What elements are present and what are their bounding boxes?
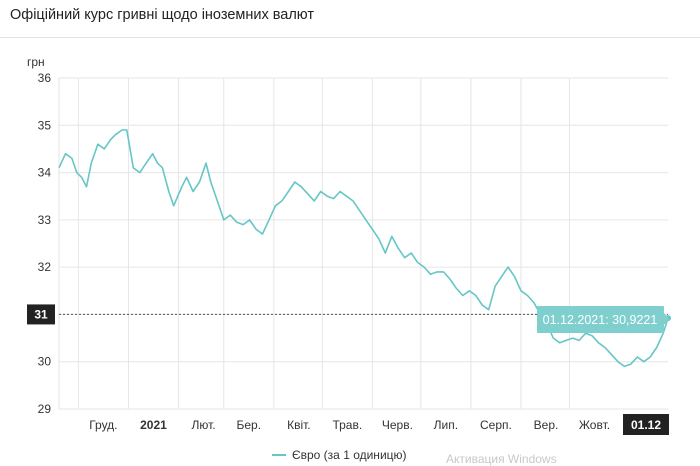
crosshair-y-label: 31 <box>34 307 48 321</box>
x-tick-label: Квіт. <box>287 418 311 432</box>
x-tick-label: Жовт. <box>579 418 610 432</box>
tooltip-pointer <box>664 313 669 325</box>
x-tick-label: Серп. <box>480 418 512 432</box>
crosshair: 31 01.12 01.12.2021: 30,9221 <box>27 304 671 435</box>
y-axis-label: грн <box>27 55 45 69</box>
crosshair-x-label-box <box>623 414 669 435</box>
x-tick-label: Лют. <box>191 418 215 432</box>
legend[interactable]: Євро (за 1 одиницю) <box>272 448 407 462</box>
y-tick-label: 32 <box>38 260 52 274</box>
x-tick-label: 2021 <box>140 418 167 432</box>
chart-title: Офіційний курс гривні щодо іноземних вал… <box>10 7 315 23</box>
x-tick-label: Бер. <box>236 418 261 432</box>
tooltip-box <box>537 306 664 333</box>
y-tick-label: 34 <box>38 166 52 180</box>
y-tick-label: 30 <box>38 355 52 369</box>
y-tick-label: 35 <box>38 118 52 132</box>
crosshair-y-label-box <box>27 304 55 325</box>
y-tick-label: 29 <box>38 402 52 416</box>
grid-lines <box>58 77 668 410</box>
windows-activation-watermark: Активация Windows <box>446 452 557 466</box>
header-divider <box>0 37 700 38</box>
x-tick-label: Трав. <box>332 418 362 432</box>
tooltip-text: 01.12.2021: 30,9221 <box>543 313 658 327</box>
x-tick-label: Вер. <box>534 418 559 432</box>
x-tick-label: Черв. <box>382 418 413 432</box>
legend-label[interactable]: Євро (за 1 одиницю) <box>292 448 407 462</box>
y-tick-label: 36 <box>38 71 52 85</box>
y-tick-label: 33 <box>38 213 52 227</box>
series-lines[interactable] <box>58 129 669 368</box>
crosshair-x-label: 01.12 <box>631 418 661 432</box>
x-tick-label: Груд. <box>89 418 117 432</box>
x-tick-label: Лип. <box>434 418 458 432</box>
y-axis-ticks: 29 30 32 33 34 35 36 <box>38 71 52 416</box>
x-axis-ticks: Груд. 2021 Лют. Бер. Квіт. Трав. Черв. Лип. Серп… <box>89 418 610 432</box>
series-line[interactable] <box>58 129 669 368</box>
